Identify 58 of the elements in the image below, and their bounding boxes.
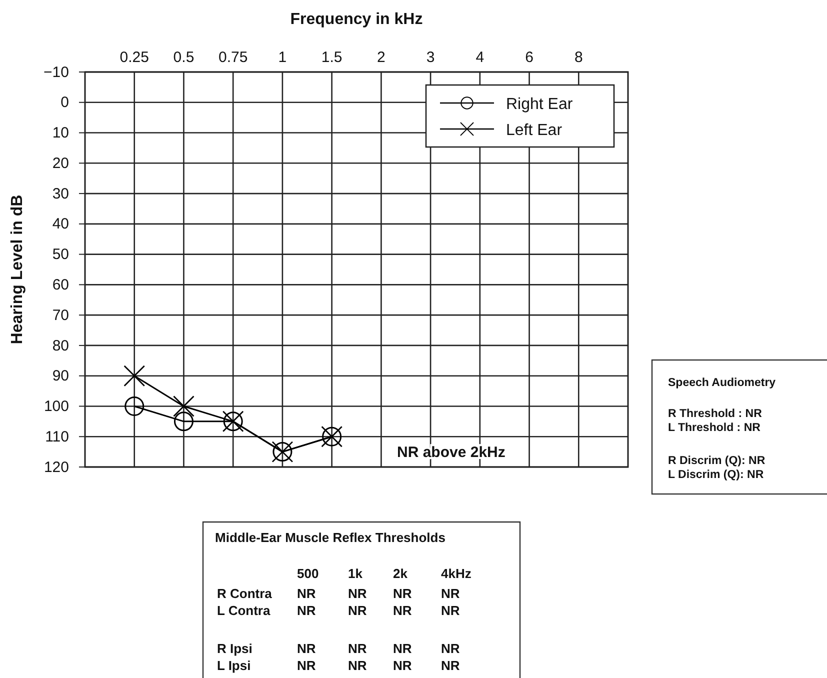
text: NR xyxy=(297,586,316,601)
y-tick-label: 10 xyxy=(52,124,69,142)
x-tick-label: 0.25 xyxy=(120,49,149,66)
text: R Contra xyxy=(217,586,273,601)
x-tick-label: 0.75 xyxy=(218,49,248,66)
x-tick-label: 1 xyxy=(278,49,287,66)
text: NR xyxy=(393,603,412,618)
x-tick-label: 6 xyxy=(525,49,534,66)
x-tick-label: 0.5 xyxy=(173,49,194,66)
y-tick-label: 60 xyxy=(52,276,69,294)
text: Speech Audiometry xyxy=(668,377,776,389)
y-tick-label: 110 xyxy=(45,428,69,446)
x-tick-label: 4 xyxy=(476,49,484,66)
y-tick-label: 20 xyxy=(52,154,69,172)
text: R Threshold : NR xyxy=(668,408,763,420)
legend-label: Left Ear xyxy=(506,122,563,139)
legend-label: Right Ear xyxy=(506,96,574,113)
text: L Threshold : NR xyxy=(668,422,762,434)
text: NR xyxy=(348,603,368,618)
text: NR xyxy=(297,603,316,618)
text: NR xyxy=(348,641,368,656)
y-tick-label: 40 xyxy=(52,216,69,233)
y-axis-title: Hearing Level in dB xyxy=(9,194,26,344)
x-tick-label: 1.5 xyxy=(321,49,342,66)
y-tick-label: 70 xyxy=(52,306,69,324)
text: NR xyxy=(393,641,412,656)
text: NR xyxy=(297,641,316,656)
text: R Ipsi xyxy=(217,641,252,656)
y-tick-label: 80 xyxy=(52,337,69,354)
text: L Discrim (Q): NR xyxy=(668,469,764,481)
y-tick-label: 0 xyxy=(60,94,69,112)
y-tick-label: 50 xyxy=(52,246,69,264)
text: 500 xyxy=(297,566,319,581)
y-tick-label: 30 xyxy=(52,185,69,202)
x-tick-label: 3 xyxy=(426,49,435,66)
text: 4kHz xyxy=(441,566,472,581)
text: 1k xyxy=(348,566,364,581)
y-tick-label: 120 xyxy=(44,458,69,476)
text: NR xyxy=(441,603,460,618)
text: NR xyxy=(393,658,412,673)
text: L Ipsi xyxy=(217,658,251,673)
text: NR xyxy=(441,658,460,673)
text: NR xyxy=(297,658,316,673)
text: NR xyxy=(441,586,460,601)
text: NR xyxy=(348,586,368,601)
y-tick-label: −10 xyxy=(44,64,69,81)
text: NR xyxy=(348,658,368,673)
text: R Discrim (Q): NR xyxy=(668,455,766,467)
x-tick-label: 8 xyxy=(574,49,583,66)
y-tick-label: 90 xyxy=(52,368,69,385)
text: 2k xyxy=(393,566,408,581)
text: NR xyxy=(441,641,460,656)
x-axis-title: Frequency in kHz xyxy=(290,11,423,28)
text: NR xyxy=(393,586,412,601)
text: L Contra xyxy=(217,603,271,618)
y-tick-label: 100 xyxy=(44,398,69,416)
text: Middle-Ear Muscle Reflex Thresholds xyxy=(215,530,446,545)
x-tick-label: 2 xyxy=(377,49,386,66)
